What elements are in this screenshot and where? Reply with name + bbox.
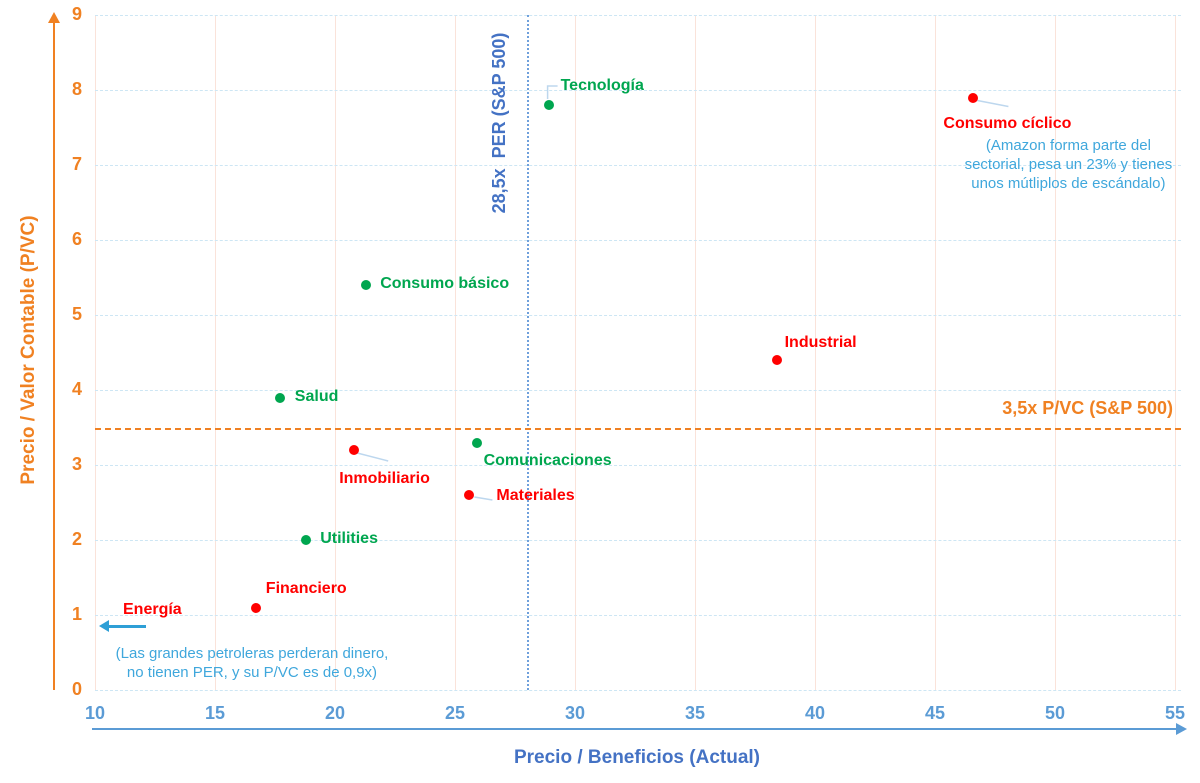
gridline-y-2 <box>95 540 1181 541</box>
point-materiales <box>464 490 475 500</box>
gridline-y-5 <box>95 315 1181 316</box>
per-reference-line <box>527 15 529 690</box>
point-utilities <box>301 535 312 545</box>
y-tick-3: 3 <box>71 454 82 474</box>
label-energia: Energía <box>123 601 182 618</box>
gridline-y-4 <box>95 390 1181 391</box>
x-tick-20: 20 <box>324 703 346 723</box>
point-tecnologia <box>543 100 554 110</box>
per-reference-label: 28,5x PER (S&P 500) <box>489 32 509 214</box>
x-tick-45: 45 <box>924 703 946 723</box>
gridline-x-50 <box>1055 15 1056 690</box>
y-tick-6: 6 <box>71 229 82 249</box>
y-tick-1: 1 <box>71 604 82 624</box>
x-tick-35: 35 <box>684 703 706 723</box>
gridline-x-45 <box>935 15 936 690</box>
x-tick-25: 25 <box>444 703 466 723</box>
annotation-line: (Amazon forma parte del <box>985 136 1151 154</box>
point-salud <box>274 392 285 403</box>
y-axis-arrow-icon <box>48 12 60 23</box>
annotation-line: unos mútliplos de escándalo) <box>971 174 1166 192</box>
gridline-y-1 <box>95 615 1181 616</box>
x-axis-title: Precio / Beneficios (Actual) <box>513 747 760 768</box>
y-tick-9: 9 <box>71 4 82 24</box>
label-salud: Salud <box>294 387 339 405</box>
leader-inmobiliario <box>357 452 389 462</box>
annotation-line: sectorial, pesa un 23% y tienes <box>964 155 1173 173</box>
gridline-y-8 <box>95 90 1181 91</box>
gridline-x-55 <box>1175 15 1176 690</box>
leader-tecnologia <box>546 85 558 99</box>
label-consumo-basico: Consumo básico <box>380 275 510 292</box>
point-inmobiliario <box>349 445 360 455</box>
gridline-x-30 <box>575 15 576 690</box>
label-consumo-ciclico: Consumo cíclico <box>943 114 1072 132</box>
gridline-y-6 <box>95 240 1181 241</box>
gridline-x-40 <box>815 15 816 690</box>
arrow-shaft <box>107 625 146 628</box>
x-tick-15: 15 <box>204 703 226 723</box>
y-tick-4: 4 <box>71 379 82 399</box>
y-axis-line <box>53 23 55 690</box>
pvc-reference-label: 3,5x P/VC (S&P 500) <box>1002 398 1173 418</box>
x-tick-30: 30 <box>564 703 586 723</box>
gridline-y-7 <box>95 165 1181 166</box>
label-inmobiliario: Inmobiliario <box>339 470 430 487</box>
label-utilities: Utilities <box>320 530 378 547</box>
arrow-left-icon <box>99 620 146 632</box>
point-comunicaciones <box>471 437 482 448</box>
x-tick-10: 10 <box>84 703 106 723</box>
label-materiales: Materiales <box>496 487 575 504</box>
leader-consumo-ciclico <box>977 99 1009 108</box>
y-tick-5: 5 <box>71 304 82 324</box>
label-comunicaciones: Comunicaciones <box>483 451 612 469</box>
y-axis-title: Precio / Valor Contable (P/VC) <box>18 215 39 485</box>
pvc-reference-line <box>95 427 1181 430</box>
point-consumo-ciclico <box>968 92 979 103</box>
gridline-y-0 <box>95 690 1181 691</box>
y-tick-0: 0 <box>71 679 82 699</box>
point-consumo-basico <box>361 280 372 290</box>
label-financiero: Financiero <box>265 579 347 597</box>
x-axis-arrow-icon <box>1176 723 1187 735</box>
point-industrial <box>771 355 782 365</box>
annotation-energia: (Las grandes petroleras perderan dinero,… <box>96 644 408 682</box>
gridline-x-20 <box>335 15 336 690</box>
y-tick-7: 7 <box>71 154 82 174</box>
gridline-y-9 <box>95 15 1181 16</box>
annotation-consumo-ciclico: (Amazon forma parte del sectorial, pesa u… <box>930 136 1200 193</box>
gridline-x-35 <box>695 15 696 690</box>
gridline-y-3 <box>95 465 1181 466</box>
annotation-line: no tienen PER, y su P/VC es de 0,9x) <box>126 664 378 681</box>
leader-materiales <box>474 496 493 501</box>
x-tick-55: 55 <box>1164 703 1186 723</box>
label-tecnologia: Tecnología <box>560 77 644 94</box>
arrow-head <box>99 620 109 632</box>
annotation-line: (Las grandes petroleras perderan dinero, <box>115 645 389 662</box>
y-tick-2: 2 <box>71 529 82 549</box>
x-tick-50: 50 <box>1044 703 1066 723</box>
point-financiero <box>250 602 261 613</box>
gridline-x-10 <box>95 15 96 690</box>
x-tick-40: 40 <box>804 703 826 723</box>
gridline-x-25 <box>455 15 456 690</box>
y-tick-8: 8 <box>71 79 82 99</box>
x-axis-line <box>92 728 1178 730</box>
gridline-x-15 <box>215 15 216 690</box>
label-industrial: Industrial <box>784 334 857 351</box>
